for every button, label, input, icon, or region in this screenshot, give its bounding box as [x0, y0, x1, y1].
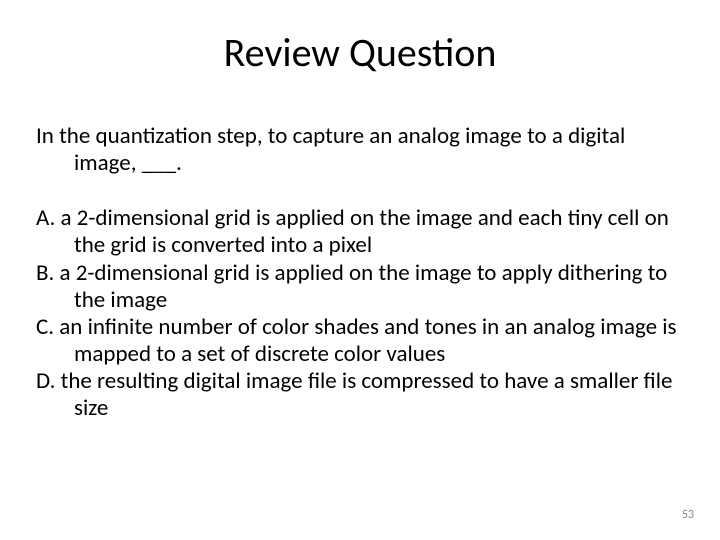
slide: Review Question In the quantization step… — [0, 0, 720, 540]
slide-body: In the quantization step, to capture an … — [36, 123, 684, 422]
choice-c: C. an infinite number of color shades an… — [36, 314, 684, 368]
choice-a: A. a 2-dimensional grid is applied on th… — [36, 205, 684, 259]
answer-choices: A. a 2-dimensional grid is applied on th… — [36, 205, 684, 422]
choice-b: B. a 2-dimensional grid is applied on th… — [36, 260, 684, 314]
slide-title: Review Question — [36, 28, 684, 77]
question-stem: In the quantization step, to capture an … — [36, 123, 684, 177]
choice-d: D. the resulting digital image file is c… — [36, 368, 684, 422]
page-number: 53 — [682, 508, 694, 522]
